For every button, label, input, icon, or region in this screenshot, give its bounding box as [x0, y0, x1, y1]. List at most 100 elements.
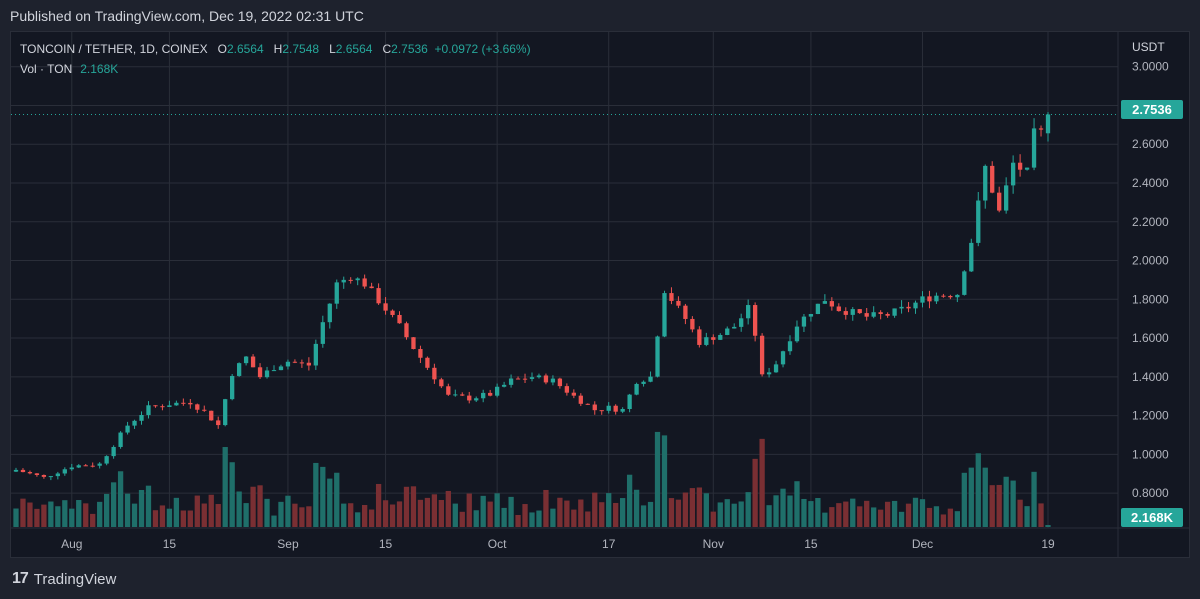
volume-legend: Vol · TON 2.168K: [20, 62, 118, 76]
candle-body: [167, 405, 172, 407]
volume-label[interactable]: Vol · TON: [20, 62, 73, 76]
volume-bar: [487, 501, 493, 527]
volume-bar: [271, 515, 277, 527]
x-tick-label: 19: [1041, 537, 1055, 551]
candle-body: [418, 349, 423, 358]
candle-body: [181, 402, 186, 404]
candle-body: [508, 378, 514, 385]
candle-body: [815, 303, 821, 315]
candle-body: [278, 366, 284, 371]
volume-bar: [278, 501, 284, 527]
volume-bar: [626, 474, 633, 527]
candle-body: [515, 378, 521, 380]
candle-body: [313, 343, 318, 366]
volume-bar: [159, 505, 166, 527]
candle-body: [250, 356, 256, 368]
volume-bar: [696, 487, 702, 527]
candle-body: [627, 394, 632, 409]
volume-bar: [389, 504, 396, 527]
candle-body: [752, 305, 758, 336]
volume-bar: [431, 494, 438, 527]
candle-body: [962, 271, 967, 295]
volume-bar: [843, 501, 849, 527]
candle-body: [383, 303, 388, 311]
volume-bar: [138, 490, 145, 527]
volume-bar: [884, 501, 891, 527]
volume-bar: [543, 489, 549, 527]
volume-bar: [815, 497, 821, 527]
candle-body: [369, 286, 374, 289]
volume-bar: [550, 508, 556, 527]
volume-bar: [166, 508, 173, 527]
volume-bar: [1010, 480, 1016, 527]
volume-bar: [898, 511, 905, 527]
volume-bar: [787, 495, 793, 527]
volume-bar: [417, 499, 424, 527]
candle-body: [829, 301, 834, 307]
volume-bar: [926, 507, 933, 527]
volume-bar: [905, 503, 912, 527]
volume-bar: [257, 485, 263, 527]
candle-body: [780, 351, 786, 365]
candle-body: [1045, 114, 1051, 134]
candle-body: [13, 469, 19, 472]
x-tick-label: Nov: [703, 537, 724, 551]
candle-body: [125, 425, 130, 433]
candle-body: [160, 406, 165, 408]
volume-value: 2.168K: [80, 62, 119, 76]
volume-bar: [668, 498, 675, 527]
volume-bar: [327, 478, 333, 527]
volume-bar: [292, 503, 298, 527]
candle-body: [857, 309, 862, 314]
volume-bar: [90, 513, 96, 527]
volume-bar: [996, 484, 1002, 527]
candle-body: [432, 367, 437, 380]
axis-unit[interactable]: USDT: [1132, 40, 1165, 54]
candle-body: [299, 362, 305, 364]
volume-bar: [180, 510, 186, 527]
volume-bar: [613, 502, 619, 527]
candle-body: [787, 341, 793, 352]
volume-bar: [850, 498, 856, 527]
candle-body: [20, 469, 26, 473]
volume-bar: [675, 499, 682, 527]
volume-bar: [808, 501, 814, 527]
volume-bar: [368, 509, 375, 527]
volume-bar: [982, 467, 988, 527]
y-tick-label: 3.0000: [1132, 60, 1169, 74]
volume-bar: [1003, 476, 1009, 527]
chart-pane[interactable]: [10, 31, 1190, 558]
candle-body: [132, 420, 137, 426]
volume-bar: [403, 486, 410, 527]
volume-bar: [124, 493, 131, 527]
candle-body: [453, 394, 458, 396]
volume-bar: [117, 471, 124, 527]
candle-body: [599, 410, 604, 412]
candle-body: [439, 379, 444, 387]
volume-bar: [801, 498, 807, 527]
tradingview-footer[interactable]: 17 TradingView: [12, 570, 116, 588]
x-tick-label: Aug: [61, 537, 82, 551]
volume-bar: [647, 501, 654, 527]
volume-bar: [194, 495, 200, 527]
close-value: 2.7536: [391, 42, 428, 56]
volume-bar: [445, 490, 451, 527]
volume-bar: [459, 511, 465, 527]
candle-body: [843, 311, 848, 315]
candle-body: [711, 337, 716, 340]
low-label: L: [329, 42, 336, 56]
volume-bar: [731, 503, 737, 527]
candle-body: [997, 192, 1002, 211]
x-tick-label: 15: [163, 537, 177, 551]
volume-bar: [780, 488, 786, 527]
candle-body: [146, 405, 151, 415]
symbol-name[interactable]: TONCOIN / TETHER, 1D, COINEX: [20, 42, 208, 56]
candle-body: [1010, 162, 1016, 186]
volume-bar: [201, 503, 207, 527]
y-tick-label: 1.0000: [1132, 447, 1169, 461]
volume-bar: [912, 497, 919, 527]
candle-body: [746, 305, 751, 319]
candle-body: [292, 361, 298, 363]
candle-body: [536, 375, 542, 378]
